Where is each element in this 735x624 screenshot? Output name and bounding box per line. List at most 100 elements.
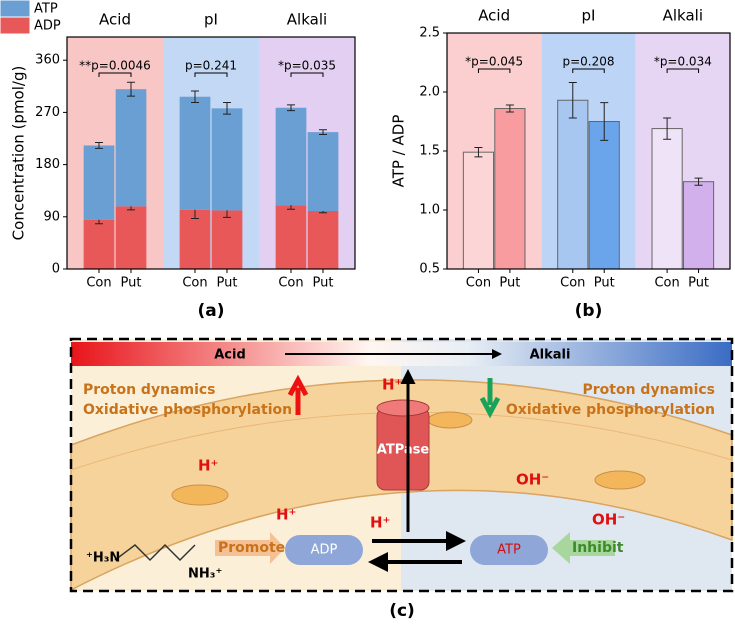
crista <box>171 484 229 506</box>
y-tick-label: 270 <box>35 105 60 120</box>
y-tick-label: 1.5 <box>419 144 440 159</box>
atpase-top <box>376 399 430 417</box>
putrescine-chain <box>114 543 196 562</box>
sig-label: **p=0.0046 <box>79 59 151 73</box>
bar-segment <box>179 209 211 269</box>
diagram: Acid Alkali Proton dynamics Oxidative ph… <box>69 337 734 621</box>
bar-segment <box>83 145 115 220</box>
sig-label: *p=0.035 <box>278 59 336 73</box>
x-tick-label: Con <box>86 276 111 291</box>
error-bar <box>319 129 327 135</box>
x-tick-label: Put <box>217 276 238 291</box>
y-axis-label: Concentration (pmol/g) <box>10 66 28 241</box>
gradient-left: Acid <box>214 348 246 363</box>
group-label: Alkali <box>287 11 327 29</box>
sig-label: *p=0.045 <box>465 55 523 69</box>
group-label: Acid <box>478 7 510 25</box>
group-label: pI <box>204 11 218 29</box>
legend-swatch <box>0 0 31 18</box>
y-tick-label: 1.0 <box>419 203 440 218</box>
inhibit-label: Inhibit <box>572 540 624 556</box>
panel-label: (b) <box>575 301 603 321</box>
error-bar <box>474 146 483 158</box>
left-text: Proton dynamics <box>83 382 216 398</box>
atpase-label: ATPase <box>377 443 430 458</box>
atp-pill <box>470 535 548 565</box>
putrescine-right: NH₃⁺ <box>188 567 222 582</box>
gradient-right: Alkali <box>530 348 571 363</box>
promote-arrow <box>215 532 285 564</box>
bar-segment <box>211 210 243 269</box>
error-bar <box>287 104 295 112</box>
error-bar <box>568 82 577 119</box>
y-tick-label: 2.0 <box>419 85 440 100</box>
error-bar <box>600 102 609 141</box>
bar-segment <box>83 219 115 269</box>
panel-label: (a) <box>197 301 224 321</box>
adp-pill <box>285 535 363 565</box>
bar-segment <box>275 107 307 206</box>
inhibit-arrow <box>552 532 615 564</box>
y-tick-label: 180 <box>35 157 60 172</box>
diagram-frame <box>69 337 734 593</box>
bar <box>557 99 589 270</box>
sig-bracket <box>98 72 132 77</box>
oh-label: OH⁻ <box>516 471 549 489</box>
bar <box>682 181 715 270</box>
sig-label: *p=0.034 <box>654 55 712 69</box>
plot-frame <box>66 36 356 270</box>
error-bar <box>223 102 231 115</box>
bar <box>588 121 620 270</box>
h-label: H⁺ <box>370 514 390 532</box>
h-label: H⁺ <box>382 376 402 394</box>
bar-segment <box>275 205 307 269</box>
down-arrow <box>479 378 501 419</box>
bar-segment <box>115 206 147 269</box>
atp-label: ATP <box>497 543 521 558</box>
group-background <box>67 37 163 269</box>
x-tick-label: Con <box>560 276 585 291</box>
y-tick-label: 0.5 <box>419 262 440 277</box>
legend-label: ATP <box>34 2 58 17</box>
group-background <box>541 33 636 269</box>
bar-segment <box>307 211 339 269</box>
promote-label: Promote <box>218 540 285 556</box>
adp-label: ADP <box>311 543 338 558</box>
crista <box>427 411 473 429</box>
sig-bracket <box>477 68 511 73</box>
error-bar <box>191 90 199 104</box>
group-background <box>259 37 355 269</box>
x-tick-label: Con <box>182 276 207 291</box>
h-label: H⁺ <box>198 457 218 475</box>
plot-frame <box>446 32 731 270</box>
group-background <box>163 37 259 269</box>
error-bar <box>127 81 135 97</box>
crista <box>594 470 646 490</box>
bar <box>494 108 526 270</box>
error-bar <box>694 177 703 186</box>
bar-segment <box>211 108 243 211</box>
sig-bracket <box>290 72 324 77</box>
y-axis-label: ATP / ADP <box>390 115 408 188</box>
x-tick-label: Con <box>466 276 491 291</box>
y-tick-label: 360 <box>35 53 60 68</box>
h-label: H⁺ <box>276 506 296 524</box>
error-bar <box>505 104 514 113</box>
oh-label: OH⁻ <box>592 511 625 529</box>
sig-label: p=0.241 <box>185 59 237 73</box>
panel-label: (c) <box>389 601 415 621</box>
charts: Acid pI Alkali Con Put Con Put Con Put ATP ADP **p=… <box>0 0 731 321</box>
sig-label: p=0.208 <box>562 55 614 69</box>
right-text: Oxidative phosphorylation <box>506 402 715 418</box>
y-tick-label: 90 <box>43 209 60 224</box>
legend-swatch <box>0 16 31 35</box>
bar <box>651 128 683 270</box>
y-tick-label: 2.5 <box>419 26 440 41</box>
error-bar <box>95 142 103 149</box>
x-tick-label: Con <box>278 276 303 291</box>
group-label: Alkali <box>663 7 703 25</box>
sig-bracket <box>194 72 228 77</box>
left-text: Oxidative phosphorylation <box>83 402 292 418</box>
legend-label: ADP <box>34 19 61 34</box>
